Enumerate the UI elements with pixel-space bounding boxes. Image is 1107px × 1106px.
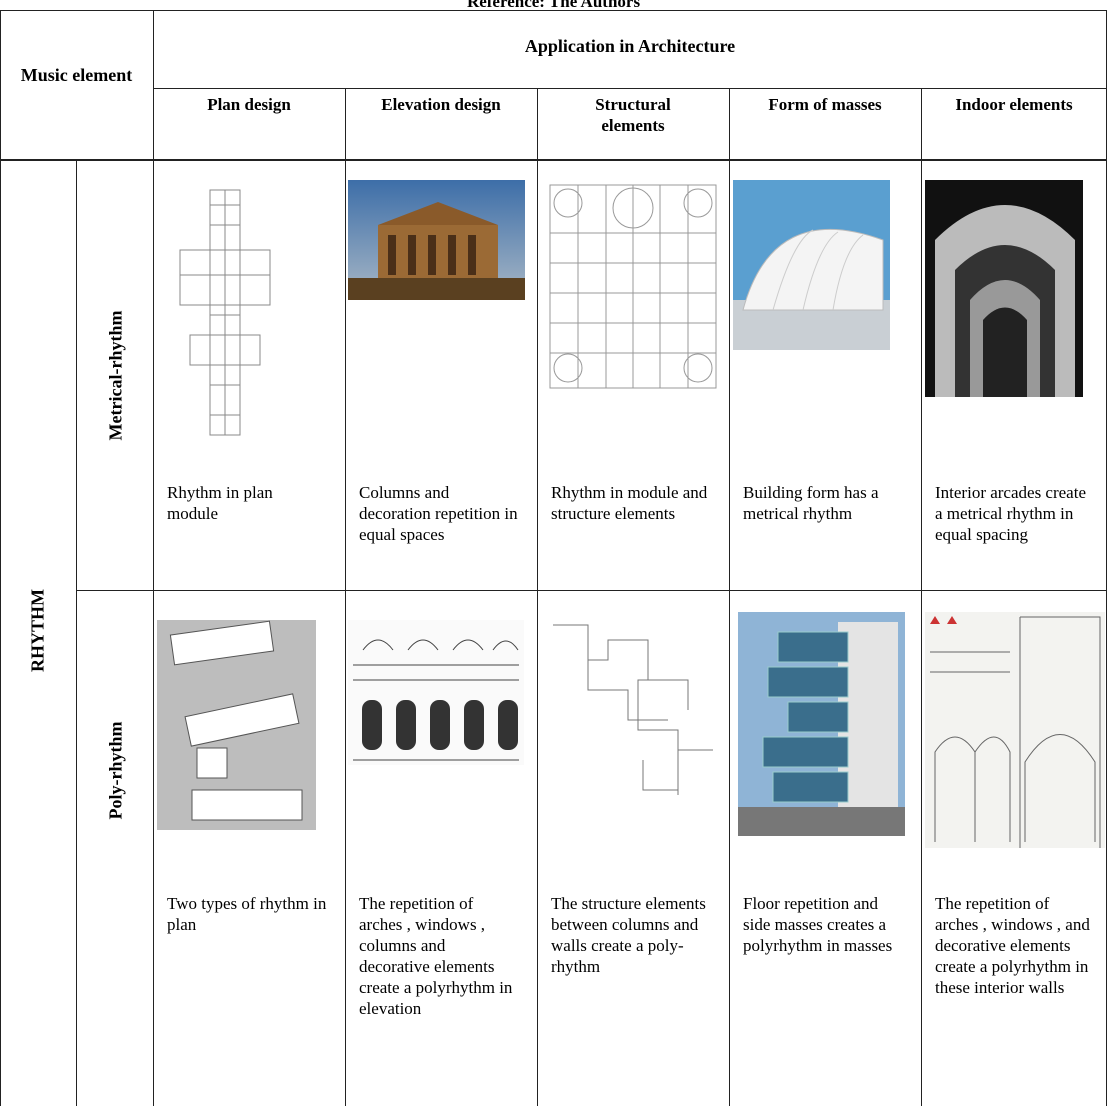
tower-photo [738, 612, 905, 836]
temple-photo [348, 180, 525, 300]
rule [153, 10, 154, 1106]
row-label: Metrical-rhythm [105, 310, 126, 441]
description: The structure elements between columns a… [551, 894, 706, 976]
rule [76, 160, 77, 1106]
rule [729, 88, 730, 1106]
description: Floor repetition and side masses creates… [743, 894, 893, 955]
rule [0, 159, 1107, 161]
column-header: Indoor elements [955, 95, 1073, 114]
group-label: RHYTHM [27, 589, 48, 672]
application-header: Application in Architecture [524, 36, 736, 56]
music-element-header: Music element [20, 65, 133, 85]
rule [0, 10, 1107, 11]
rule [76, 590, 1107, 591]
row-label: Poly-rhythm [105, 721, 126, 820]
structure-drawing [553, 624, 713, 795]
column-header: Elevation design [381, 95, 501, 114]
plan-drawing [179, 189, 271, 436]
description: Rhythm in plan module [167, 483, 273, 523]
masses-photo [733, 180, 890, 350]
rule [345, 88, 346, 1106]
rule [153, 88, 1107, 89]
description: Two types of rhythm in plan [167, 894, 327, 934]
column-header: Structural elements [595, 95, 671, 135]
description: Building form has a metrical rhythm [743, 483, 879, 523]
description: Rhythm in module and structure elements [551, 483, 708, 523]
caption: Reference: The Authors [466, 0, 641, 11]
description: Interior arcades create a metrical rhyth… [935, 483, 1086, 544]
rule [921, 88, 922, 1106]
rule [0, 10, 1, 1106]
plan-drawing [157, 620, 316, 830]
description: The repetition of arches , windows , col… [359, 894, 513, 1018]
column-header: Form of masses [768, 95, 882, 114]
elevation-drawing [348, 620, 524, 765]
arcade-photo [925, 180, 1083, 397]
rule [537, 88, 538, 1106]
interior-drawing [925, 612, 1105, 848]
description: The repetition of arches , windows , and… [935, 894, 1090, 997]
column-header: Plan design [207, 95, 291, 114]
description: Columns and decoration repetition in equ… [359, 483, 518, 544]
structure-drawing [549, 184, 717, 389]
